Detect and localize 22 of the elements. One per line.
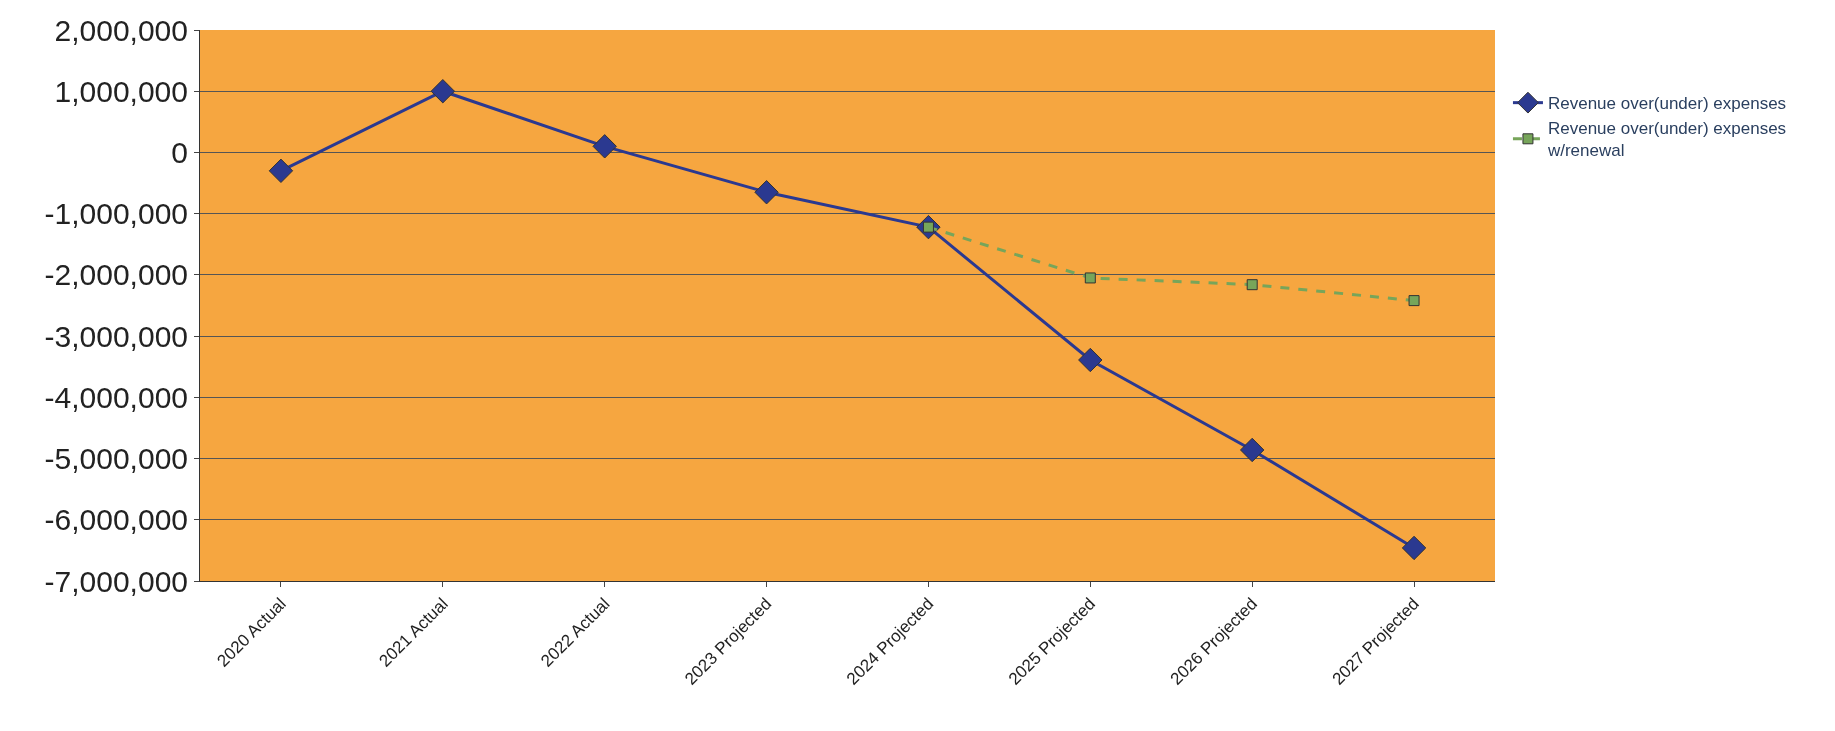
point bbox=[754, 180, 779, 205]
y-tick-label: -2,000,000 bbox=[44, 258, 188, 292]
point bbox=[1246, 279, 1258, 291]
legend-label: Revenue over(under) expenses w/renewal bbox=[1546, 119, 1787, 161]
y-tick-label: -3,000,000 bbox=[44, 319, 188, 353]
y-tick-label: -6,000,000 bbox=[44, 503, 188, 537]
point bbox=[592, 134, 617, 159]
y-tick-label: 0 bbox=[171, 135, 188, 169]
y-tick-label: -7,000,000 bbox=[44, 564, 188, 598]
point bbox=[1078, 347, 1103, 373]
legend-label: Revenue over(under) expenses bbox=[1547, 94, 1787, 114]
y-tick-label: 2,000,000 bbox=[54, 13, 188, 47]
point bbox=[1408, 295, 1420, 307]
y-tick-label: -5,000,000 bbox=[44, 442, 188, 476]
y-tick-label: -4,000,000 bbox=[44, 380, 188, 414]
point bbox=[430, 79, 456, 104]
point bbox=[1239, 437, 1265, 463]
y-tick-label: 1,000,000 bbox=[54, 74, 188, 108]
point bbox=[1401, 535, 1427, 561]
point bbox=[1084, 272, 1096, 284]
y-tick-label: -1,000,000 bbox=[44, 197, 188, 231]
point bbox=[268, 158, 294, 184]
